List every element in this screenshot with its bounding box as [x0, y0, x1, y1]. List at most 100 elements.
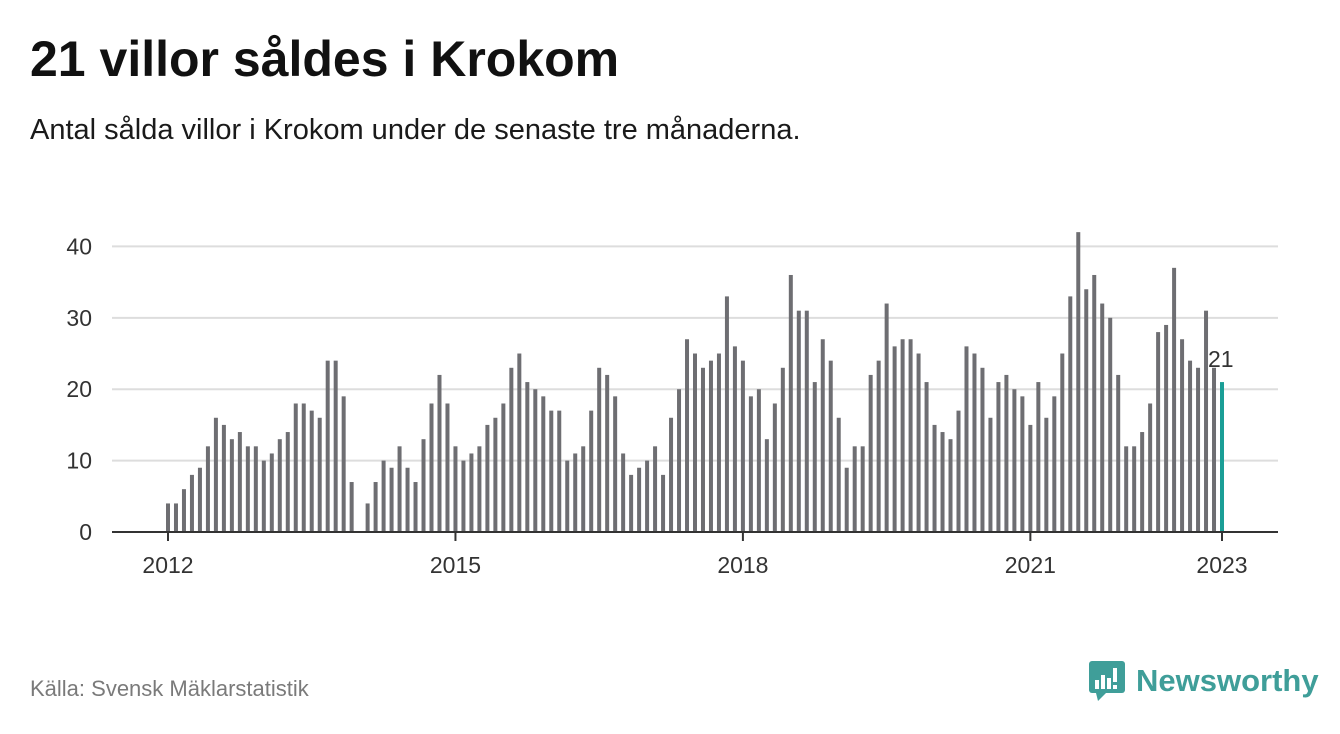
bar — [341, 396, 346, 532]
bar — [1004, 374, 1009, 532]
bar — [1052, 396, 1057, 532]
bar — [892, 346, 897, 532]
bar — [972, 353, 977, 532]
bar — [1204, 310, 1209, 532]
bar — [764, 439, 769, 532]
bar — [205, 446, 210, 532]
x-tick-label: 2018 — [717, 552, 768, 578]
bar — [597, 367, 602, 532]
bar — [533, 389, 538, 532]
bar — [397, 446, 402, 532]
bar — [1012, 389, 1017, 532]
bar — [964, 346, 969, 532]
bar — [1180, 339, 1185, 532]
bar — [796, 310, 801, 532]
bar — [1116, 374, 1121, 532]
bar — [541, 396, 546, 532]
bar — [1092, 274, 1097, 532]
bar — [166, 503, 170, 532]
x-axis-labels: 2012 2015 2018 2021 2023 — [142, 552, 1247, 578]
bar — [1100, 303, 1105, 532]
bar — [940, 432, 945, 532]
bar — [716, 353, 721, 532]
x-tick-label: 2012 — [142, 552, 193, 578]
bar — [613, 396, 618, 532]
brand-logo: Newsworthy — [1088, 660, 1319, 702]
bar — [748, 396, 753, 532]
bar — [916, 353, 921, 532]
source-note: Källa: Svensk Mäklarstatistik — [30, 676, 309, 701]
bar — [1164, 324, 1169, 532]
bar — [437, 374, 442, 532]
bar — [181, 489, 186, 532]
bar — [868, 374, 873, 532]
bar — [1196, 367, 1201, 532]
bar — [669, 417, 674, 532]
bar — [988, 417, 993, 532]
x-tick-label: 2023 — [1196, 552, 1247, 578]
x-tick-label: 2021 — [1005, 552, 1056, 578]
bar — [844, 467, 849, 532]
bar — [677, 389, 682, 532]
bar — [557, 410, 562, 532]
bar — [293, 403, 298, 532]
bar — [732, 346, 737, 532]
bar — [1172, 267, 1177, 532]
y-tick-label: 40 — [66, 233, 92, 259]
bar — [509, 367, 514, 532]
bar — [501, 403, 506, 532]
bar — [1084, 289, 1089, 532]
bar — [325, 360, 330, 532]
bar — [756, 389, 761, 532]
bar — [780, 367, 785, 532]
bar — [565, 460, 570, 532]
x-tick-label: 2015 — [430, 552, 481, 578]
bar — [900, 339, 905, 532]
bar — [261, 460, 266, 532]
chart-subtitle: Antal sålda villor i Krokom under de sen… — [30, 114, 801, 146]
bar — [269, 453, 274, 532]
y-axis-labels: 0 10 20 30 40 — [66, 233, 92, 545]
x-axis — [112, 531, 1278, 541]
y-tick-label: 0 — [79, 519, 92, 545]
bar — [461, 460, 466, 532]
bar — [333, 360, 338, 532]
bar — [1036, 382, 1041, 532]
bar — [740, 360, 745, 532]
bar — [373, 482, 378, 532]
bar — [229, 439, 234, 532]
bar — [573, 453, 578, 532]
bar — [493, 417, 498, 532]
bar — [836, 417, 841, 532]
bar — [804, 310, 809, 532]
bar — [852, 446, 857, 532]
bar — [629, 474, 634, 532]
bar — [381, 460, 386, 532]
bar — [1148, 403, 1153, 532]
bar — [237, 432, 242, 532]
newsworthy-logo-icon — [1089, 661, 1125, 701]
bar — [213, 417, 218, 532]
bars — [166, 232, 1224, 533]
bar — [173, 503, 178, 532]
bar — [996, 382, 1001, 532]
bar — [1132, 446, 1137, 532]
bar — [812, 382, 817, 532]
bar — [1068, 296, 1073, 532]
bar — [828, 360, 833, 532]
bar — [485, 424, 490, 532]
bar — [285, 432, 290, 532]
bar — [820, 339, 825, 532]
bar — [1060, 353, 1065, 532]
bar — [197, 467, 202, 532]
bar — [924, 382, 929, 532]
bar — [221, 424, 226, 532]
bar — [860, 446, 865, 532]
bar — [525, 382, 530, 532]
bar — [301, 403, 306, 532]
bar — [309, 410, 314, 532]
bar — [589, 410, 594, 532]
bar — [621, 453, 626, 532]
y-tick-label: 10 — [66, 448, 92, 474]
bar — [1108, 317, 1113, 532]
